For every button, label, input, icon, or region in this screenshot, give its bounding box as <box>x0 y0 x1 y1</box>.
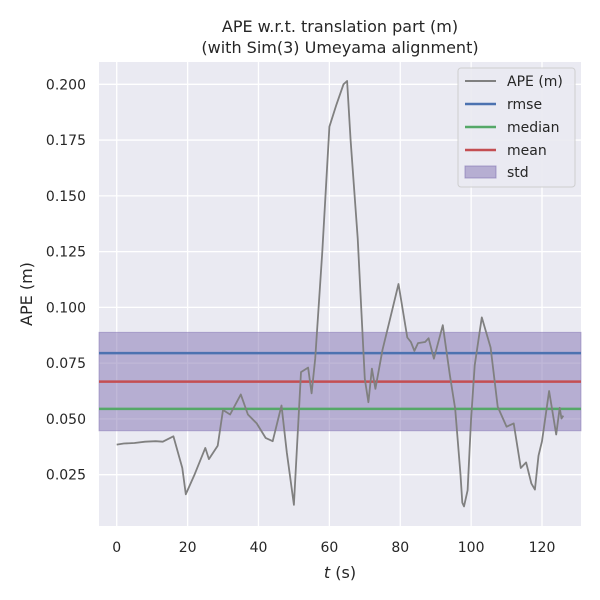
y-tick-label: 0.100 <box>46 300 86 316</box>
y-tick-label: 0.175 <box>46 133 86 149</box>
x-tick-label: 60 <box>320 540 338 556</box>
chart-title-line1: APE w.r.t. translation part (m) <box>222 17 458 36</box>
y-tick-label: 0.200 <box>46 77 86 93</box>
x-tick-labels: 0 20 40 60 80 100 120 <box>112 540 555 556</box>
x-tick-label: 20 <box>179 540 197 556</box>
legend: APE (m) rmse median mean std <box>457 67 576 188</box>
ape-series-line <box>116 80 565 508</box>
y-tick-label: 0.125 <box>46 245 86 261</box>
y-tick-labels: 0.025 0.050 0.075 0.100 0.125 0.150 0.175 0.200 <box>46 77 86 483</box>
x-axis-label-var: t <box>324 563 331 582</box>
legend-label-std: std <box>507 165 529 181</box>
legend-swatch-std <box>464 165 497 179</box>
x-axis-label-unit: (s) <box>330 563 356 582</box>
legend-label-median: median <box>507 120 559 136</box>
legend-box <box>457 67 576 188</box>
stat-lines-layer <box>99 351 581 411</box>
x-tick-label: 80 <box>391 540 409 556</box>
x-tick-label: 120 <box>529 540 556 556</box>
y-axis-label: APE (m) <box>17 262 36 326</box>
chart-title-line2: (with Sim(3) Umeyama alignment) <box>201 38 478 57</box>
y-tick-label: 0.025 <box>46 468 86 484</box>
x-tick-label: 40 <box>250 540 268 556</box>
y-tick-label: 0.050 <box>46 412 86 428</box>
x-tick-label: 0 <box>112 540 121 556</box>
legend-label-rmse: rmse <box>507 97 542 113</box>
y-tick-label: 0.075 <box>46 356 86 372</box>
ape-series-layer <box>116 80 565 508</box>
x-axis-label: t (s) <box>324 563 356 582</box>
x-tick-label: 100 <box>458 540 485 556</box>
y-tick-label: 0.150 <box>46 189 86 205</box>
legend-label-mean: mean <box>507 143 547 159</box>
legend-label-ape: APE (m) <box>507 74 563 90</box>
